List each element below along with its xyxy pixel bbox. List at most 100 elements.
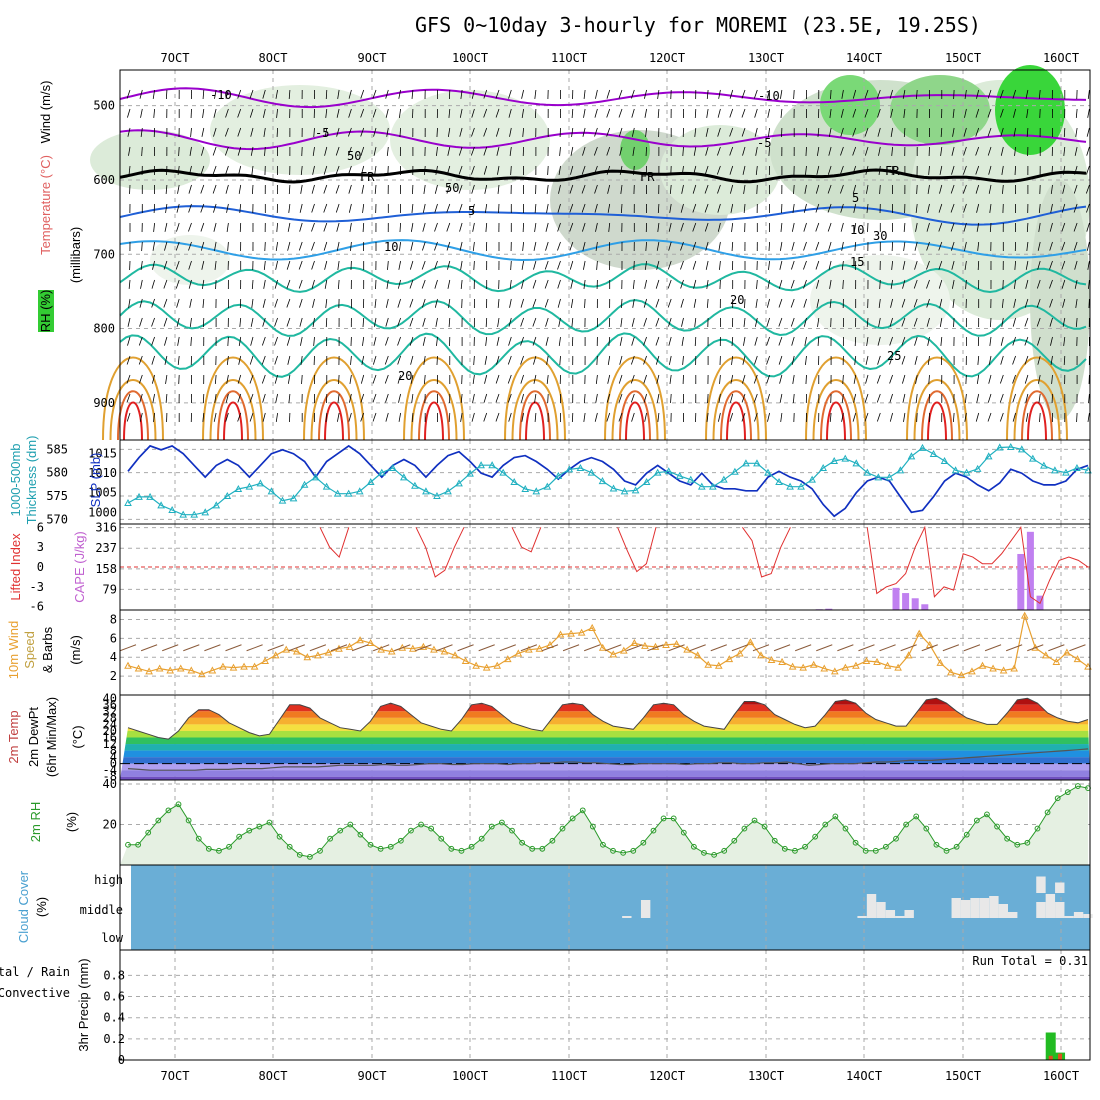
wind-barb: [903, 412, 906, 422]
wind-barb: [1038, 89, 1041, 99]
wind-barb: [423, 355, 426, 365]
wind-barb: [299, 298, 303, 308]
wind-barb: [507, 355, 512, 365]
cloud-bar-middle: [876, 902, 886, 918]
wind-barb: [225, 412, 229, 422]
wind-barb: [583, 412, 586, 422]
wind-barb: [816, 279, 820, 289]
wind-barb: [151, 355, 155, 365]
wind-barb: [237, 89, 242, 99]
wind-barb: [324, 260, 328, 270]
wind-speed-line-point: [1010, 664, 1018, 672]
wind-barb: [950, 222, 955, 232]
wind-barb: [165, 374, 168, 384]
wind-barb: [410, 222, 414, 232]
wind-barb: [754, 127, 758, 137]
wind-barb: [768, 260, 770, 270]
wind-barb: [214, 241, 217, 251]
wind-barb: [581, 184, 586, 194]
rh-line-point: [498, 819, 505, 826]
wind-barb: [852, 108, 857, 118]
wind-barb: [459, 127, 463, 137]
rh-line-point: [751, 817, 758, 824]
wind-barb: [508, 412, 512, 422]
wind-barb: [335, 146, 340, 156]
ylabel-cape: CAPE (J/kg): [72, 531, 87, 603]
thickness-line-point: [973, 464, 982, 472]
contour-line: [1006, 356, 1068, 441]
thickness-line-point: [962, 468, 971, 476]
wind-barb: [841, 89, 844, 99]
wind-barb: [558, 317, 561, 327]
wind-barb: [299, 203, 303, 213]
ylabel-cloud: Cloud Cover: [16, 870, 31, 943]
rh-line-point: [519, 839, 526, 846]
wind-barb: [964, 393, 967, 403]
wind-speed-line-point: [229, 663, 238, 671]
cloud-bar-middle: [904, 910, 914, 918]
wind-barb: [1086, 146, 1090, 156]
wind-barb: [385, 393, 389, 403]
wind-barb: [495, 108, 500, 118]
wind-barb: [1073, 184, 1078, 194]
thickness-line-point: [1040, 461, 1048, 469]
wind-barb: [803, 203, 807, 213]
wind-barb: [251, 279, 254, 290]
rh-line-point: [236, 833, 243, 840]
wind-barb: [921, 644, 938, 652]
wind-barb: [286, 279, 291, 289]
wind-barb: [471, 127, 475, 137]
ylabel-millibars: (millibars): [68, 227, 83, 283]
wind-barb: [900, 644, 917, 652]
wind-barb: [988, 374, 992, 384]
cloud-bar-middle: [960, 900, 971, 918]
thickness-line-point: [201, 508, 210, 516]
cloud-bar-high: [1055, 882, 1065, 893]
wind-barb: [620, 203, 623, 214]
wind-barb: [877, 355, 881, 365]
wind-barb: [276, 108, 278, 118]
thickness-line-point: [642, 477, 651, 485]
wind-barb: [446, 241, 451, 251]
wind-barb: [790, 298, 795, 308]
wind-barb: [608, 222, 611, 232]
wind-barb: [237, 146, 242, 156]
wind-barb: [204, 644, 221, 652]
wind-barb: [889, 89, 893, 99]
wind-barb: [926, 317, 930, 327]
wind-speed-line-point: [947, 668, 955, 676]
wind-barb: [190, 127, 192, 137]
wind-barb: [1013, 298, 1016, 308]
rh-line-point: [276, 833, 283, 840]
wind-barb: [188, 279, 192, 289]
wind-barb: [520, 355, 524, 365]
contour-label: -5: [757, 136, 771, 150]
wind-barb: [372, 393, 377, 403]
wind-barb: [755, 298, 758, 308]
wind-barb: [409, 279, 414, 289]
contour-line: [913, 379, 961, 441]
wind-barb: [865, 165, 869, 175]
y-tick-cape: 316: [95, 521, 117, 535]
wind-barb: [1012, 393, 1016, 403]
wind-barb: [373, 127, 377, 137]
cloud-bar-middle: [885, 910, 896, 918]
contour-line: [223, 401, 243, 441]
thickness-line-point: [455, 479, 463, 487]
y-tick-slp: 1015: [88, 447, 117, 461]
wind-barb: [743, 203, 746, 213]
wind-barb: [200, 241, 205, 251]
wind-barb: [939, 317, 943, 327]
wind-barb: [1037, 241, 1041, 251]
wind-speed-line-point: [556, 630, 565, 638]
wind-barb: [325, 89, 328, 100]
rh-line-point: [155, 817, 162, 824]
wind-barb: [595, 241, 598, 251]
wind-barb: [1048, 644, 1065, 652]
y-tick-slp: 1010: [88, 466, 117, 480]
wind-barb: [276, 222, 278, 232]
wind-barb: [719, 260, 721, 270]
wind-barb: [829, 108, 832, 118]
wind-barb: [792, 374, 795, 384]
rh-line-point: [306, 854, 313, 860]
